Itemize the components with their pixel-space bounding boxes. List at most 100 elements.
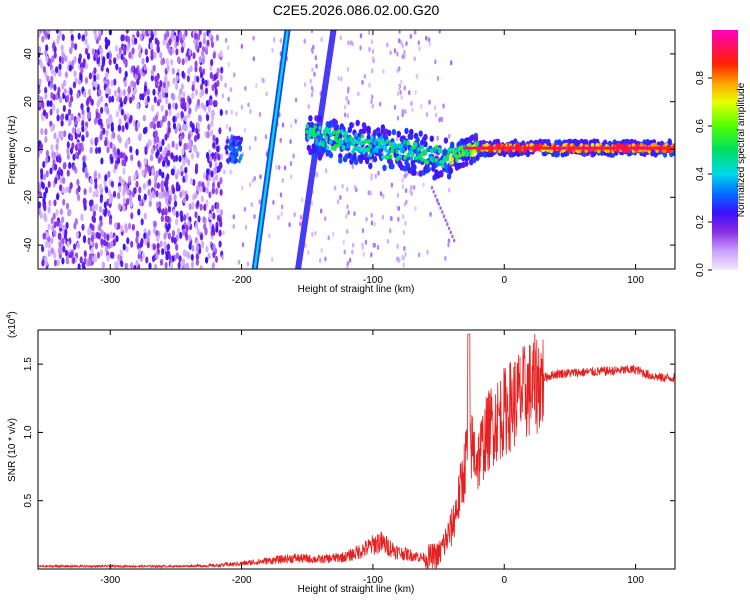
heatmap-cell (77, 56, 82, 64)
heatmap-cell (191, 92, 195, 100)
heatmap-cell (361, 242, 364, 248)
heatmap-cell (72, 257, 76, 264)
heatmap-cell (167, 120, 171, 128)
heatmap-cell (140, 218, 144, 226)
heatmap-cell (80, 66, 84, 74)
heatmap-cell (61, 257, 65, 265)
heatmap-cell (171, 67, 175, 75)
heatmap-cell (415, 150, 420, 156)
heatmap-cell (258, 199, 261, 205)
heatmap-cell (167, 103, 171, 110)
heatmap-cell (403, 54, 406, 59)
heatmap-cell (150, 53, 154, 61)
heatmap-cell (194, 167, 198, 175)
heatmap-cell (100, 238, 104, 246)
heatmap-cell (314, 138, 319, 143)
heatmap-cell (202, 37, 206, 45)
heatmap-cell (448, 167, 453, 175)
heatmap-cell (88, 95, 92, 103)
heatmap-cell (65, 186, 69, 194)
heatmap-cell (177, 93, 182, 101)
spectrogram-x-ticks: -300 -200 -100 0 100 (100, 30, 644, 286)
heatmap-cell (255, 83, 258, 89)
heatmap-cell (69, 88, 73, 96)
heatmap-cell (153, 30, 157, 37)
heatmap-cell (76, 242, 80, 249)
heatmap-cell (150, 33, 154, 41)
heatmap-cell (126, 198, 130, 205)
heatmap-cell (119, 90, 123, 98)
heatmap-cell (205, 186, 209, 194)
heatmap-cell (398, 30, 401, 34)
spectrogram-ytick-label: 20 (23, 96, 34, 108)
heatmap-cell (390, 216, 393, 222)
heatmap-cell (106, 234, 110, 241)
heatmap-cell (124, 70, 128, 78)
heatmap-cell (272, 200, 275, 205)
heatmap-cell (164, 155, 168, 163)
heatmap-cell (203, 203, 207, 211)
heatmap-cell (211, 262, 215, 269)
heatmap-cell (453, 148, 458, 154)
heatmap-cell (40, 172, 44, 180)
heatmap-cell (124, 121, 129, 129)
heatmap-cell (442, 103, 445, 109)
heatmap-cell (63, 88, 67, 96)
spectrogram-xtick-label: -200 (232, 275, 252, 286)
heatmap-cell (184, 166, 188, 174)
heatmap-cell (128, 175, 132, 183)
heatmap-cell (376, 244, 380, 250)
heatmap-cell (347, 88, 350, 94)
heatmap-cell (49, 108, 53, 116)
heatmap-cell (578, 148, 582, 154)
heatmap-cell (344, 112, 347, 118)
heatmap-cell (412, 169, 417, 176)
heatmap-cell (156, 136, 160, 144)
heatmap-cell (164, 261, 168, 269)
heatmap-cell (58, 156, 62, 163)
heatmap-cell (371, 94, 374, 100)
heatmap-cell (402, 255, 405, 261)
heatmap-cell (106, 254, 110, 262)
heatmap-cell (167, 126, 171, 134)
heatmap-cell (225, 124, 229, 129)
heatmap-cell (237, 135, 241, 141)
heatmap-cell (81, 114, 85, 122)
heatmap-cell (360, 140, 365, 146)
heatmap-cell (373, 140, 377, 146)
heatmap-cell (233, 135, 236, 141)
heatmap-cell (231, 154, 235, 160)
heatmap-cell (88, 259, 92, 267)
heatmap-cell (209, 155, 213, 163)
heatmap-cell (143, 63, 147, 71)
heatmap-cell (349, 136, 354, 142)
heatmap-cell (361, 79, 364, 85)
heatmap-cell (124, 95, 128, 103)
heatmap-cell (154, 130, 158, 138)
heatmap-cell (339, 35, 342, 41)
heatmap-cell (94, 182, 98, 190)
heatmap-cell (204, 79, 208, 87)
heatmap-cell (198, 30, 202, 36)
heatmap-cell (216, 214, 221, 222)
heatmap-cell (129, 96, 133, 104)
heatmap-cell (55, 93, 59, 101)
heatmap-cell (320, 37, 323, 43)
heatmap-cell (233, 148, 237, 154)
heatmap-cell (77, 32, 81, 40)
heatmap-cell (173, 35, 177, 43)
heatmap-cell (71, 41, 75, 49)
heatmap-cell (173, 194, 177, 201)
heatmap-cell (381, 214, 385, 220)
heatmap-cell (81, 134, 85, 142)
heatmap-cell (402, 262, 405, 268)
heatmap-cell (97, 232, 101, 240)
heatmap-cell (52, 212, 56, 220)
heatmap-cell (401, 184, 404, 190)
heatmap-cell (229, 87, 233, 93)
heatmap-cell (165, 253, 169, 261)
heatmap-cell (434, 144, 439, 150)
heatmap-cell (58, 232, 62, 240)
heatmap-cell (439, 170, 444, 177)
heatmap-cell (434, 194, 437, 198)
